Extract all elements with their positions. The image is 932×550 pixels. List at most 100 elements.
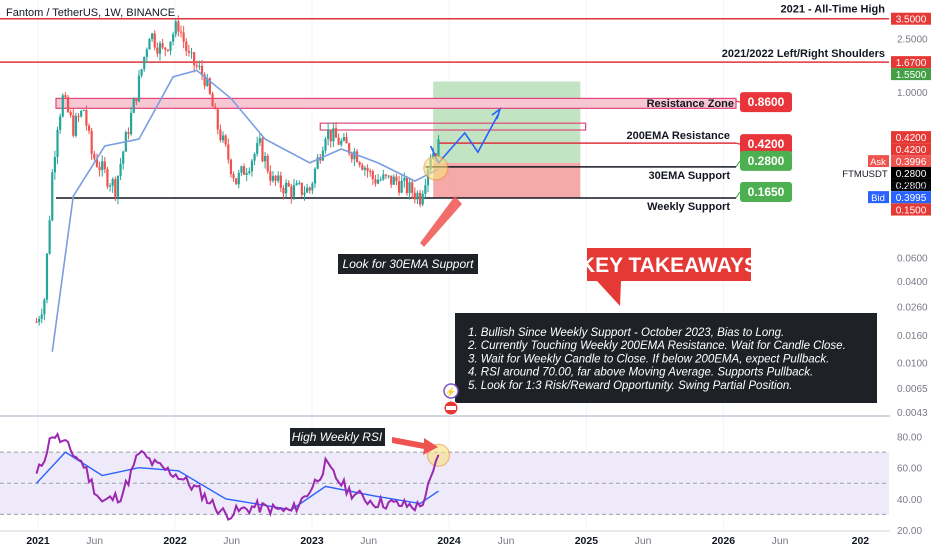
candle-body: [64, 95, 67, 98]
level-badge-text: 0.4200: [748, 137, 785, 151]
time-tick: 2023: [300, 535, 324, 547]
price-axis-badge-text: 0.3995: [896, 193, 927, 204]
candle-body: [108, 185, 112, 187]
candle-body: [74, 115, 78, 136]
candle-body: [156, 47, 159, 54]
price-axis-badge-text: 0.4200: [896, 145, 927, 156]
resistance-zone-upper: [319, 122, 587, 131]
candle-body: [321, 150, 324, 161]
level-badge: [740, 92, 792, 113]
candle-body: [327, 129, 330, 139]
candle-body: [143, 56, 146, 70]
rsi-tick: 40.00: [897, 495, 922, 506]
price-axis-badge-text: 3.5000: [896, 15, 927, 26]
level-badge: [740, 181, 792, 202]
candle-body: [77, 115, 80, 117]
candle-body: [98, 166, 101, 171]
resistance-zone: [55, 97, 737, 109]
level-badge-text: 0.1650: [748, 185, 785, 199]
candle-body: [334, 128, 338, 138]
badge-connector: [735, 191, 741, 199]
candle-body: [277, 175, 280, 181]
time-tick: Jun: [635, 535, 652, 547]
candle-body: [51, 172, 54, 221]
candle-body: [250, 160, 254, 172]
candle-body: [424, 185, 427, 194]
candle-body: [358, 162, 361, 166]
candle-body: [40, 314, 43, 319]
support-highlight-circle: [423, 155, 449, 181]
candle-body: [132, 98, 135, 113]
takeaway-item: 3. Wait for Weekly Candle to Close. If b…: [468, 353, 829, 365]
badge-connector: [735, 100, 741, 103]
rsi-tick: 80.00: [897, 433, 922, 444]
time-tick: 202: [852, 535, 870, 547]
candle-body: [345, 137, 348, 144]
badge-connector: [735, 160, 741, 168]
price-axis-badge-text: 0.2800: [896, 181, 927, 192]
candle-body: [193, 52, 196, 66]
candle-body: [82, 110, 85, 112]
stop-loss-box: [433, 162, 581, 198]
candle-body: [66, 97, 70, 112]
candle-body: [137, 75, 141, 102]
candle-body: [342, 137, 346, 141]
candle-body: [166, 49, 169, 51]
candle-body: [240, 166, 243, 173]
candle-body: [182, 32, 185, 42]
candle-body: [245, 172, 248, 175]
candle-body: [369, 171, 372, 173]
candle-body: [408, 182, 411, 194]
candle-body: [140, 69, 143, 76]
candle-body: [45, 253, 49, 300]
time-tick: Jun: [772, 535, 789, 547]
price-tick: 0.0260: [897, 302, 928, 313]
candle-body: [219, 129, 222, 141]
candle-body: [303, 192, 306, 195]
candle-body: [87, 125, 91, 131]
price-axis-badge: [891, 12, 931, 25]
candle-body: [148, 39, 151, 50]
projection-arrow-head: [491, 107, 502, 120]
candle-body: [198, 65, 201, 67]
rsi-tick: 60.00: [897, 464, 922, 475]
candle-body: [129, 112, 133, 135]
price-axis-badge-text: 0.3996: [896, 157, 927, 168]
candle-body: [434, 153, 437, 156]
candle-body: [340, 140, 343, 145]
candle-body: [158, 43, 162, 54]
symbol-tag-box: [841, 167, 889, 180]
candle-body: [242, 166, 246, 175]
candle-body: [287, 182, 290, 187]
candle-body: [211, 93, 214, 107]
candle-body: [56, 129, 59, 158]
candle-body: [164, 47, 167, 50]
candle-body: [366, 167, 369, 172]
candle-body: [311, 183, 314, 191]
flag-stripe: [446, 406, 456, 410]
key-takeaways-banner: [587, 248, 751, 281]
candle-body: [80, 110, 83, 117]
candle-body: [101, 161, 104, 171]
candle-body: [271, 175, 275, 181]
support-callout-arrow: [420, 196, 462, 247]
rsi-callout-arrow: [392, 437, 438, 455]
candle-body: [114, 179, 117, 197]
candle-body: [313, 168, 317, 184]
dividend-flash-icon[interactable]: [443, 383, 459, 399]
chart-title: Fantom / TetherUS, 1W, BINANCE: [6, 7, 175, 19]
candle-body: [53, 157, 56, 173]
candle-body: [376, 179, 380, 184]
flash-glyph: ⚡: [445, 386, 456, 398]
candle-body: [195, 65, 198, 67]
candle-body: [258, 138, 261, 144]
candle-body: [38, 318, 41, 322]
candle-body: [221, 135, 225, 141]
candle-body: [200, 65, 204, 75]
candle-body: [416, 192, 419, 200]
price-tick: 0.0100: [897, 358, 928, 369]
candle-body: [229, 159, 233, 175]
candle-body: [85, 110, 88, 126]
candle-body: [361, 165, 364, 170]
candle-body: [161, 43, 164, 48]
